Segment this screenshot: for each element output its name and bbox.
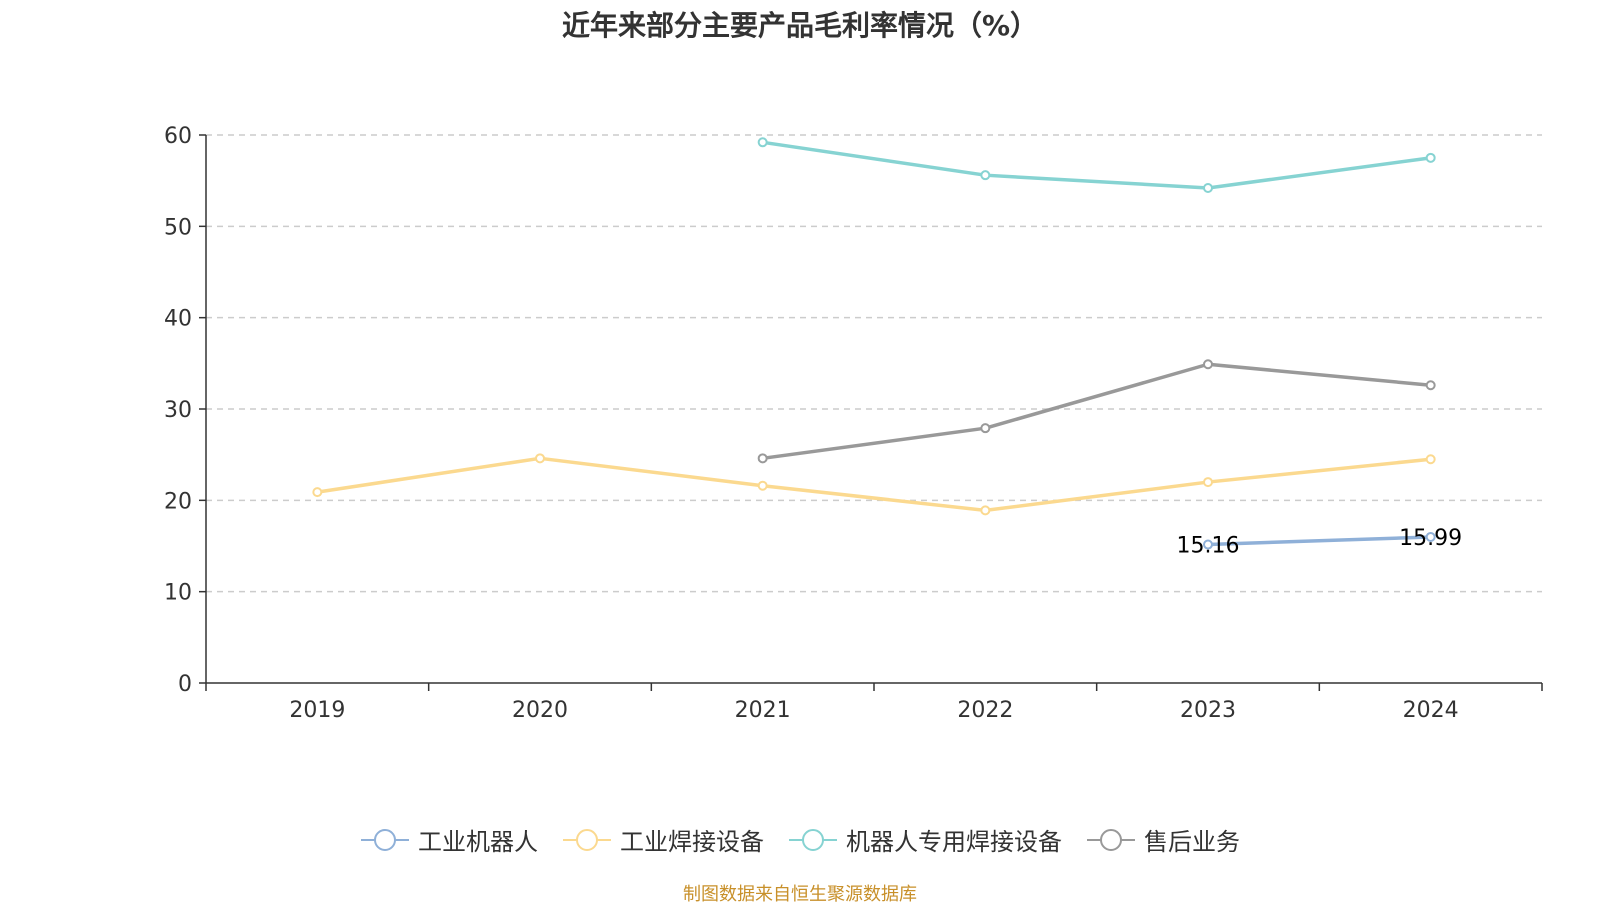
y-tick-label-40: 40 [164,307,192,332]
data-point-2-2022 [980,170,991,181]
x-tick-label-2021: 2021 [735,698,791,723]
x-tick-label-2022: 2022 [957,698,1013,723]
legend-item-2[interactable]: 机器人专用焊接设备 [788,822,1062,857]
data-labels: 15.16 15.99 [1177,526,1463,559]
legend-item-1[interactable]: 工业焊接设备 [562,822,764,857]
legend-marker-icon [361,828,409,851]
data-point-1-2022 [980,505,991,516]
x-tick-label-2019: 2019 [289,698,345,723]
legend-label: 工业机器人 [418,828,538,856]
y-tick-label-30: 30 [164,398,192,423]
legend-label: 工业焊接设备 [620,828,764,856]
series-line-1 [317,456,1431,513]
legend: 工业机器人 工业焊接设备 机器人专用焊接设备 售后业务 [0,822,1600,857]
series-line-0 [1207,535,1431,547]
y-tick-label-20: 20 [164,489,192,514]
data-point-2-2023 [1203,182,1213,193]
data-point-2-2024 [1425,152,1436,163]
series-points [312,137,1436,550]
data-point-1-2021 [757,480,768,491]
grid-lines [206,134,1542,593]
axes: 0 10 20 30 40 50 60 2019 2020 2021 2022 2023 2024 [164,124,1543,723]
legend-label: 售后业务 [1144,828,1240,856]
line-chart: 0 10 20 30 40 50 60 2019 2020 2021 2022 2023 2024 15… [164,124,1543,723]
data-point-3-2023 [1203,359,1213,370]
data-point-1-2020 [535,453,545,464]
data-label-0-2024: 15.99 [1399,526,1462,551]
y-tick-label-50: 50 [164,215,192,240]
legend-label: 机器人专用焊接设备 [846,828,1062,856]
x-tick-label-2020: 2020 [512,698,568,723]
legend-marker-icon [1087,828,1135,851]
series-line-2 [762,140,1431,190]
data-point-3-2021 [757,453,768,464]
data-point-3-2022 [980,423,991,434]
x-tick-label-2023: 2023 [1180,698,1236,723]
y-tick-label-0: 0 [178,672,192,697]
data-point-1-2024 [1425,454,1436,465]
data-point-1-2019 [312,487,323,498]
data-label-0-2023: 15.16 [1177,534,1240,559]
data-point-2-2021 [757,137,768,148]
legend-marker-icon [563,828,611,851]
legend-item-0[interactable]: 工业机器人 [360,822,538,857]
legend-item-3[interactable]: 售后业务 [1086,822,1240,857]
data-point-1-2023 [1203,477,1213,488]
series-lines [317,140,1431,547]
y-tick-label-60: 60 [164,124,192,149]
data-point-0-2024 [1425,531,1436,542]
data-point-0-2023 [1203,539,1213,550]
y-tick-label-10: 10 [164,581,192,606]
data-point-3-2024 [1425,380,1436,391]
chart-title: 近年来部分主要产品毛利率情况（%） [561,9,1039,42]
series-line-3 [762,362,1431,461]
x-tick-label-2024: 2024 [1403,698,1459,723]
legend-marker-icon [789,828,837,851]
source-note: 制图数据来自恒生聚源数据库 [683,884,917,905]
